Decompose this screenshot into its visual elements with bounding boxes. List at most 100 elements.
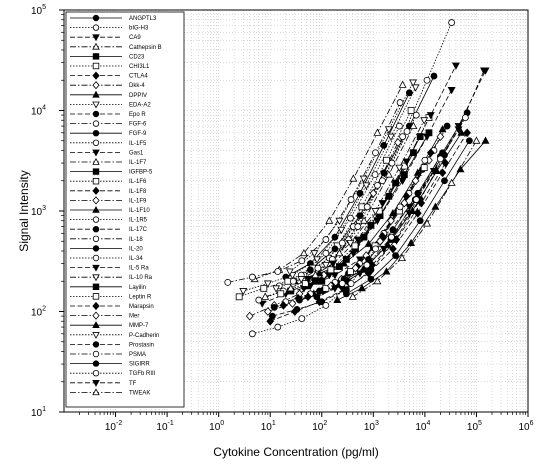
data-point: [248, 273, 256, 281]
data-point: [365, 255, 373, 263]
data-point: [407, 238, 416, 246]
legend-marker: [92, 129, 100, 137]
data-point: [359, 175, 368, 183]
data-point: [304, 276, 313, 284]
legend-marker: [92, 370, 100, 377]
legend-marker: [92, 216, 100, 223]
data-point: [447, 87, 456, 95]
data-point: [463, 128, 471, 138]
series-line: [243, 87, 416, 292]
data-point: [263, 280, 272, 288]
data-point: [413, 168, 422, 176]
data-point: [373, 128, 382, 136]
y-tick-label: 102: [31, 306, 46, 319]
legend-label: CA9: [129, 35, 141, 41]
data-point: [441, 151, 448, 159]
data-point: [310, 250, 319, 258]
series-line: [289, 82, 414, 272]
legend-marker: [92, 388, 100, 396]
x-tick-label: 10-1: [156, 420, 173, 433]
legend-label: IGFBP-5: [129, 170, 153, 176]
data-point: [398, 177, 407, 186]
data-point: [451, 62, 460, 70]
data-point: [405, 89, 413, 97]
data-point: [255, 296, 263, 304]
data-point: [392, 252, 399, 259]
data-point: [364, 239, 373, 247]
data-point: [316, 287, 323, 295]
data-point: [322, 236, 330, 243]
data-point: [465, 137, 473, 145]
data-point: [384, 126, 393, 134]
legend-marker: [92, 283, 100, 290]
data-point: [380, 141, 388, 149]
data-point: [356, 189, 364, 197]
data-point: [388, 159, 396, 167]
legend-label: Gas1: [129, 150, 144, 156]
data-point: [353, 236, 362, 244]
data-point: [426, 148, 435, 158]
data-point: [405, 210, 414, 218]
data-point: [447, 178, 456, 186]
data-point: [389, 226, 397, 234]
legend-marker: [92, 245, 100, 252]
data-point: [322, 284, 330, 292]
y-axis-title: Signal Intensity: [17, 170, 31, 251]
data-point: [354, 223, 362, 230]
data-point: [461, 114, 469, 121]
data-point: [409, 79, 418, 87]
data-point: [313, 293, 321, 301]
legend-label: TWEAK: [129, 390, 150, 396]
data-point: [329, 260, 337, 268]
legend-label: IL-10 Ra: [129, 275, 153, 281]
data-point: [306, 266, 314, 274]
data-point: [351, 242, 359, 250]
legend-marker: [92, 293, 100, 300]
data-point: [272, 285, 281, 293]
data-point: [342, 290, 350, 298]
data-point: [412, 196, 420, 203]
data-point: [260, 284, 268, 292]
data-point: [274, 268, 282, 275]
data-point: [387, 216, 395, 226]
data-point: [277, 290, 285, 298]
data-point: [322, 301, 330, 309]
data-point: [388, 233, 395, 241]
x-tick-labels: 10-2 10-1 100 101 102 103 104 105 106: [105, 420, 534, 433]
legend-label: TF: [129, 381, 137, 387]
data-point: [429, 168, 438, 176]
legend-marker: [92, 81, 100, 90]
series-line: [352, 140, 477, 298]
data-point: [367, 221, 375, 229]
legend-marker: [92, 110, 100, 118]
data-point: [301, 280, 309, 287]
data-point: [347, 280, 355, 287]
data-point: [338, 280, 346, 287]
x-tick-label: 10-2: [105, 420, 122, 433]
data-point: [379, 177, 386, 185]
data-point: [369, 188, 378, 198]
data-point: [441, 158, 450, 168]
legend-label: FGF-9: [129, 131, 147, 137]
data-point: [425, 129, 433, 137]
legend-label: IL-17C: [129, 227, 148, 233]
legend-marker: [92, 254, 100, 262]
data-point: [351, 263, 360, 273]
legend-marker: [92, 24, 100, 31]
data-point: [327, 266, 335, 274]
legend-marker: [92, 332, 100, 339]
data-point: [384, 170, 393, 178]
data-point: [383, 156, 390, 164]
legend-marker: [92, 186, 100, 195]
data-point: [456, 165, 465, 173]
data-point: [274, 323, 282, 331]
legend: ANGPTL3 bIG-H3 CA9 Cathepsin B CD23 CHI3L1 CTL…: [70, 14, 162, 396]
data-point: [279, 301, 288, 310]
series-line: [272, 154, 445, 317]
legend-marker: [92, 225, 100, 233]
legend-label: ANGPTL3: [129, 16, 157, 22]
x-tick-label: 105: [467, 420, 482, 433]
legend-marker: [92, 139, 100, 146]
data-point: [268, 312, 276, 320]
